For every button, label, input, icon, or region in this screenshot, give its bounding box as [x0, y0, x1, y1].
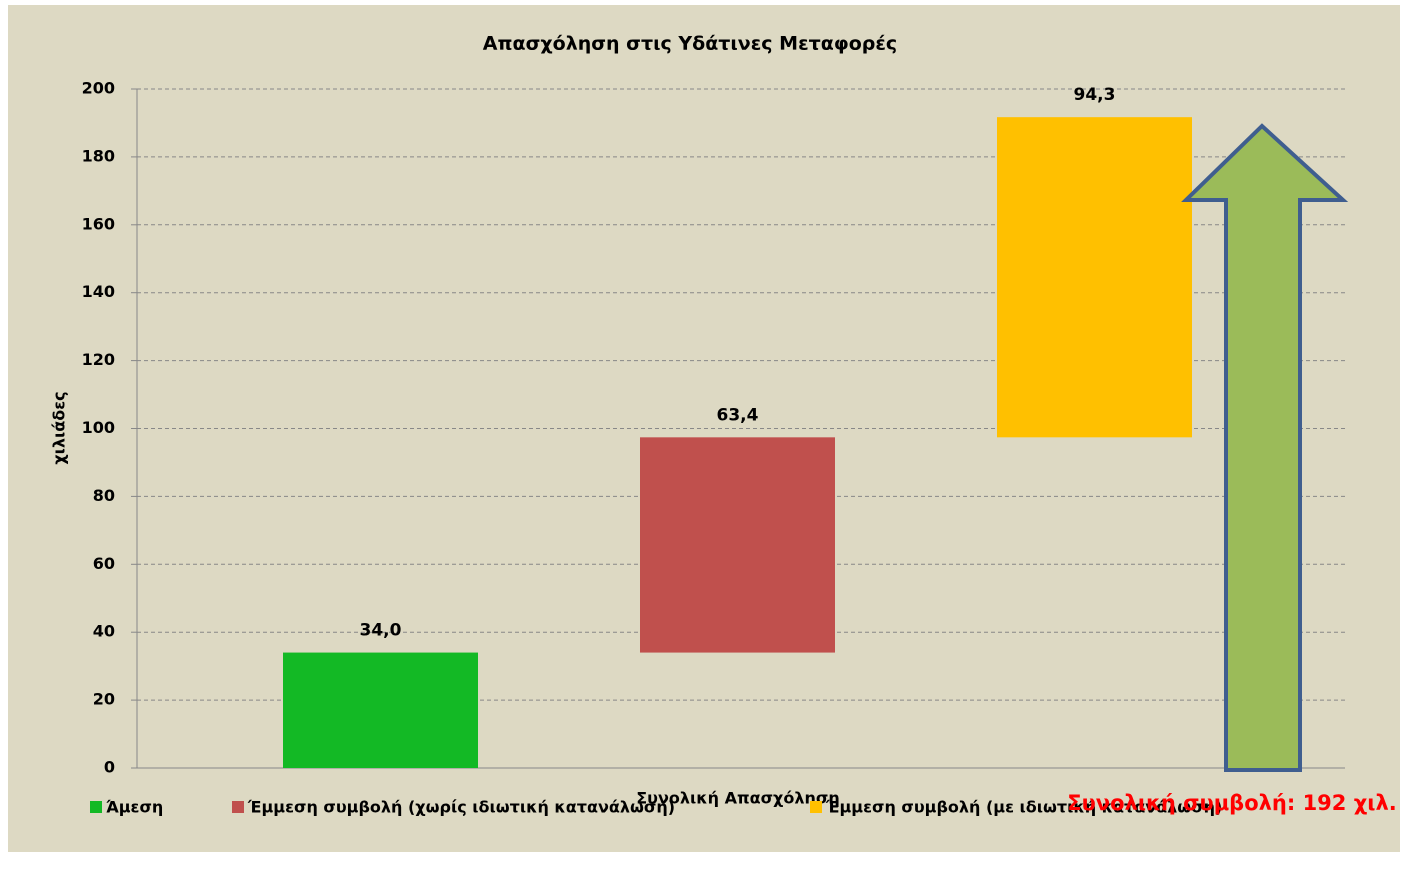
- y-tick-label: 20: [93, 690, 115, 709]
- legend-label: Άμεση: [106, 798, 163, 817]
- legend-label: Έμμεση συμβολή (με ιδιωτική κατανάλωση): [825, 798, 1222, 817]
- y-tick-label: 100: [82, 418, 115, 437]
- bar: [997, 117, 1192, 438]
- y-tick-label: 140: [82, 282, 115, 301]
- legend-label: Έμμεση συμβολή (χωρίς ιδιωτική κατανάλωσ…: [247, 798, 675, 817]
- arrow-shape: [1181, 123, 1349, 772]
- y-tick-label: 160: [82, 214, 115, 233]
- legend-swatch: [232, 801, 244, 813]
- chart-title: Απασχόληση στις Υδάτινες Μεταφορές: [483, 33, 897, 55]
- legend-swatch: [90, 801, 102, 813]
- value-label: 63,4: [717, 405, 759, 425]
- y-tick-label: 120: [82, 350, 115, 369]
- x-tick-label: Συνολική Απασχόληση: [636, 789, 839, 808]
- annotation: Συνολική συμβολή: 192 χιλ.: [1067, 791, 1396, 815]
- y-tick-label: 180: [82, 146, 115, 165]
- y-tick-label: 200: [82, 79, 115, 98]
- y-tick-label: 60: [93, 554, 115, 573]
- bar: [283, 652, 478, 768]
- legend-swatch: [810, 801, 822, 813]
- total-arrow: [1181, 123, 1349, 772]
- value-label: 94,3: [1074, 85, 1116, 105]
- value-label: 34,0: [360, 621, 402, 641]
- y-axis-label: χιλιάδες: [50, 391, 69, 464]
- y-tick-label: 0: [104, 758, 115, 777]
- y-tick-label: 40: [93, 622, 115, 641]
- y-tick-label: 80: [93, 486, 115, 505]
- bar: [640, 437, 835, 653]
